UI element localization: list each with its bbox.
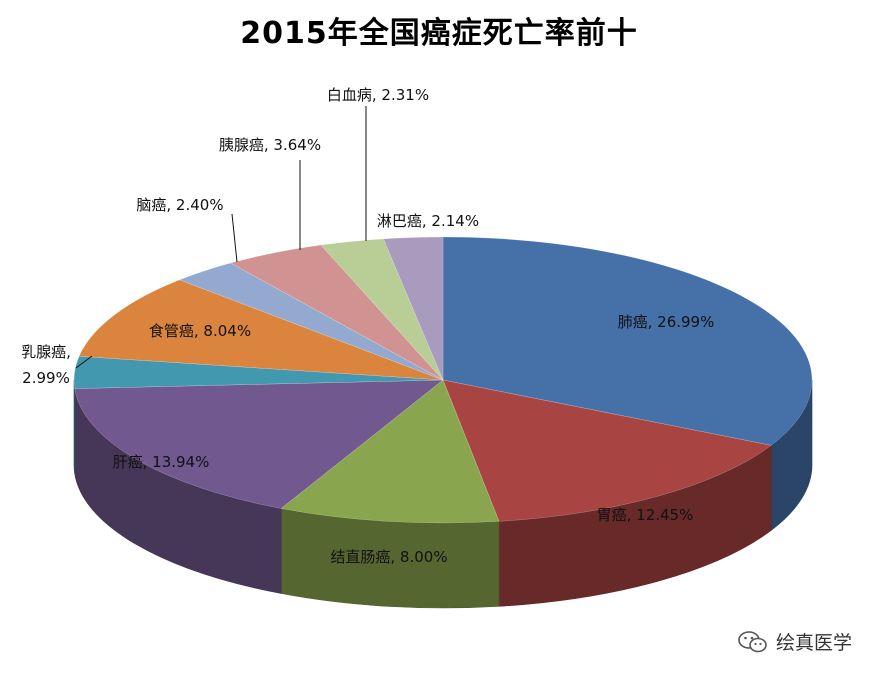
pie-side-4 — [73, 379, 75, 474]
slice-label-3: 肝癌, 13.94% — [113, 453, 210, 471]
leader-lines — [75, 106, 367, 369]
pie-slice-7 — [229, 244, 444, 381]
pie-slice-2 — [280, 379, 500, 524]
slice-label-6: 脑癌, 2.40% — [136, 196, 223, 214]
pie-slice-0 — [442, 236, 813, 446]
pie-slice-3 — [74, 379, 444, 509]
pie-slice-8 — [320, 238, 444, 381]
pie-slice-5 — [78, 279, 444, 381]
leader-line-4 — [75, 355, 93, 369]
pie-slice-1 — [442, 379, 772, 522]
slice-label-4: 乳腺癌, 2.99% — [21, 343, 71, 387]
slice-label-7: 胰腺癌, 3.64% — [219, 136, 321, 154]
pie-tops — [73, 236, 813, 524]
pie-slice-9 — [383, 236, 444, 381]
slice-label-8: 白血病, 2.31% — [327, 86, 429, 104]
slice-label-1: 胃癌, 12.45% — [597, 506, 694, 524]
slice-label-2: 结直肠癌, 8.00% — [330, 548, 447, 566]
slice-labels: 肺癌, 26.99% 胃癌, 12.45% 结直肠癌, 8.00% 肝癌, 13.94… — [21, 86, 714, 566]
wechat-icon — [738, 630, 767, 652]
chart-title: 2015年全国癌症死亡率前十 — [240, 16, 638, 51]
slice-label-9: 淋巴癌, 2.14% — [377, 212, 479, 230]
pie-slice-4 — [73, 356, 444, 389]
watermark: 绘真医学 — [738, 628, 852, 655]
watermark-text: 绘真医学 — [775, 632, 852, 654]
slice-label-5: 食管癌, 8.04% — [149, 322, 251, 340]
leader-line-6 — [231, 213, 238, 263]
pie-slice-6 — [178, 262, 444, 381]
slice-label-0: 肺癌, 26.99% — [618, 313, 715, 331]
